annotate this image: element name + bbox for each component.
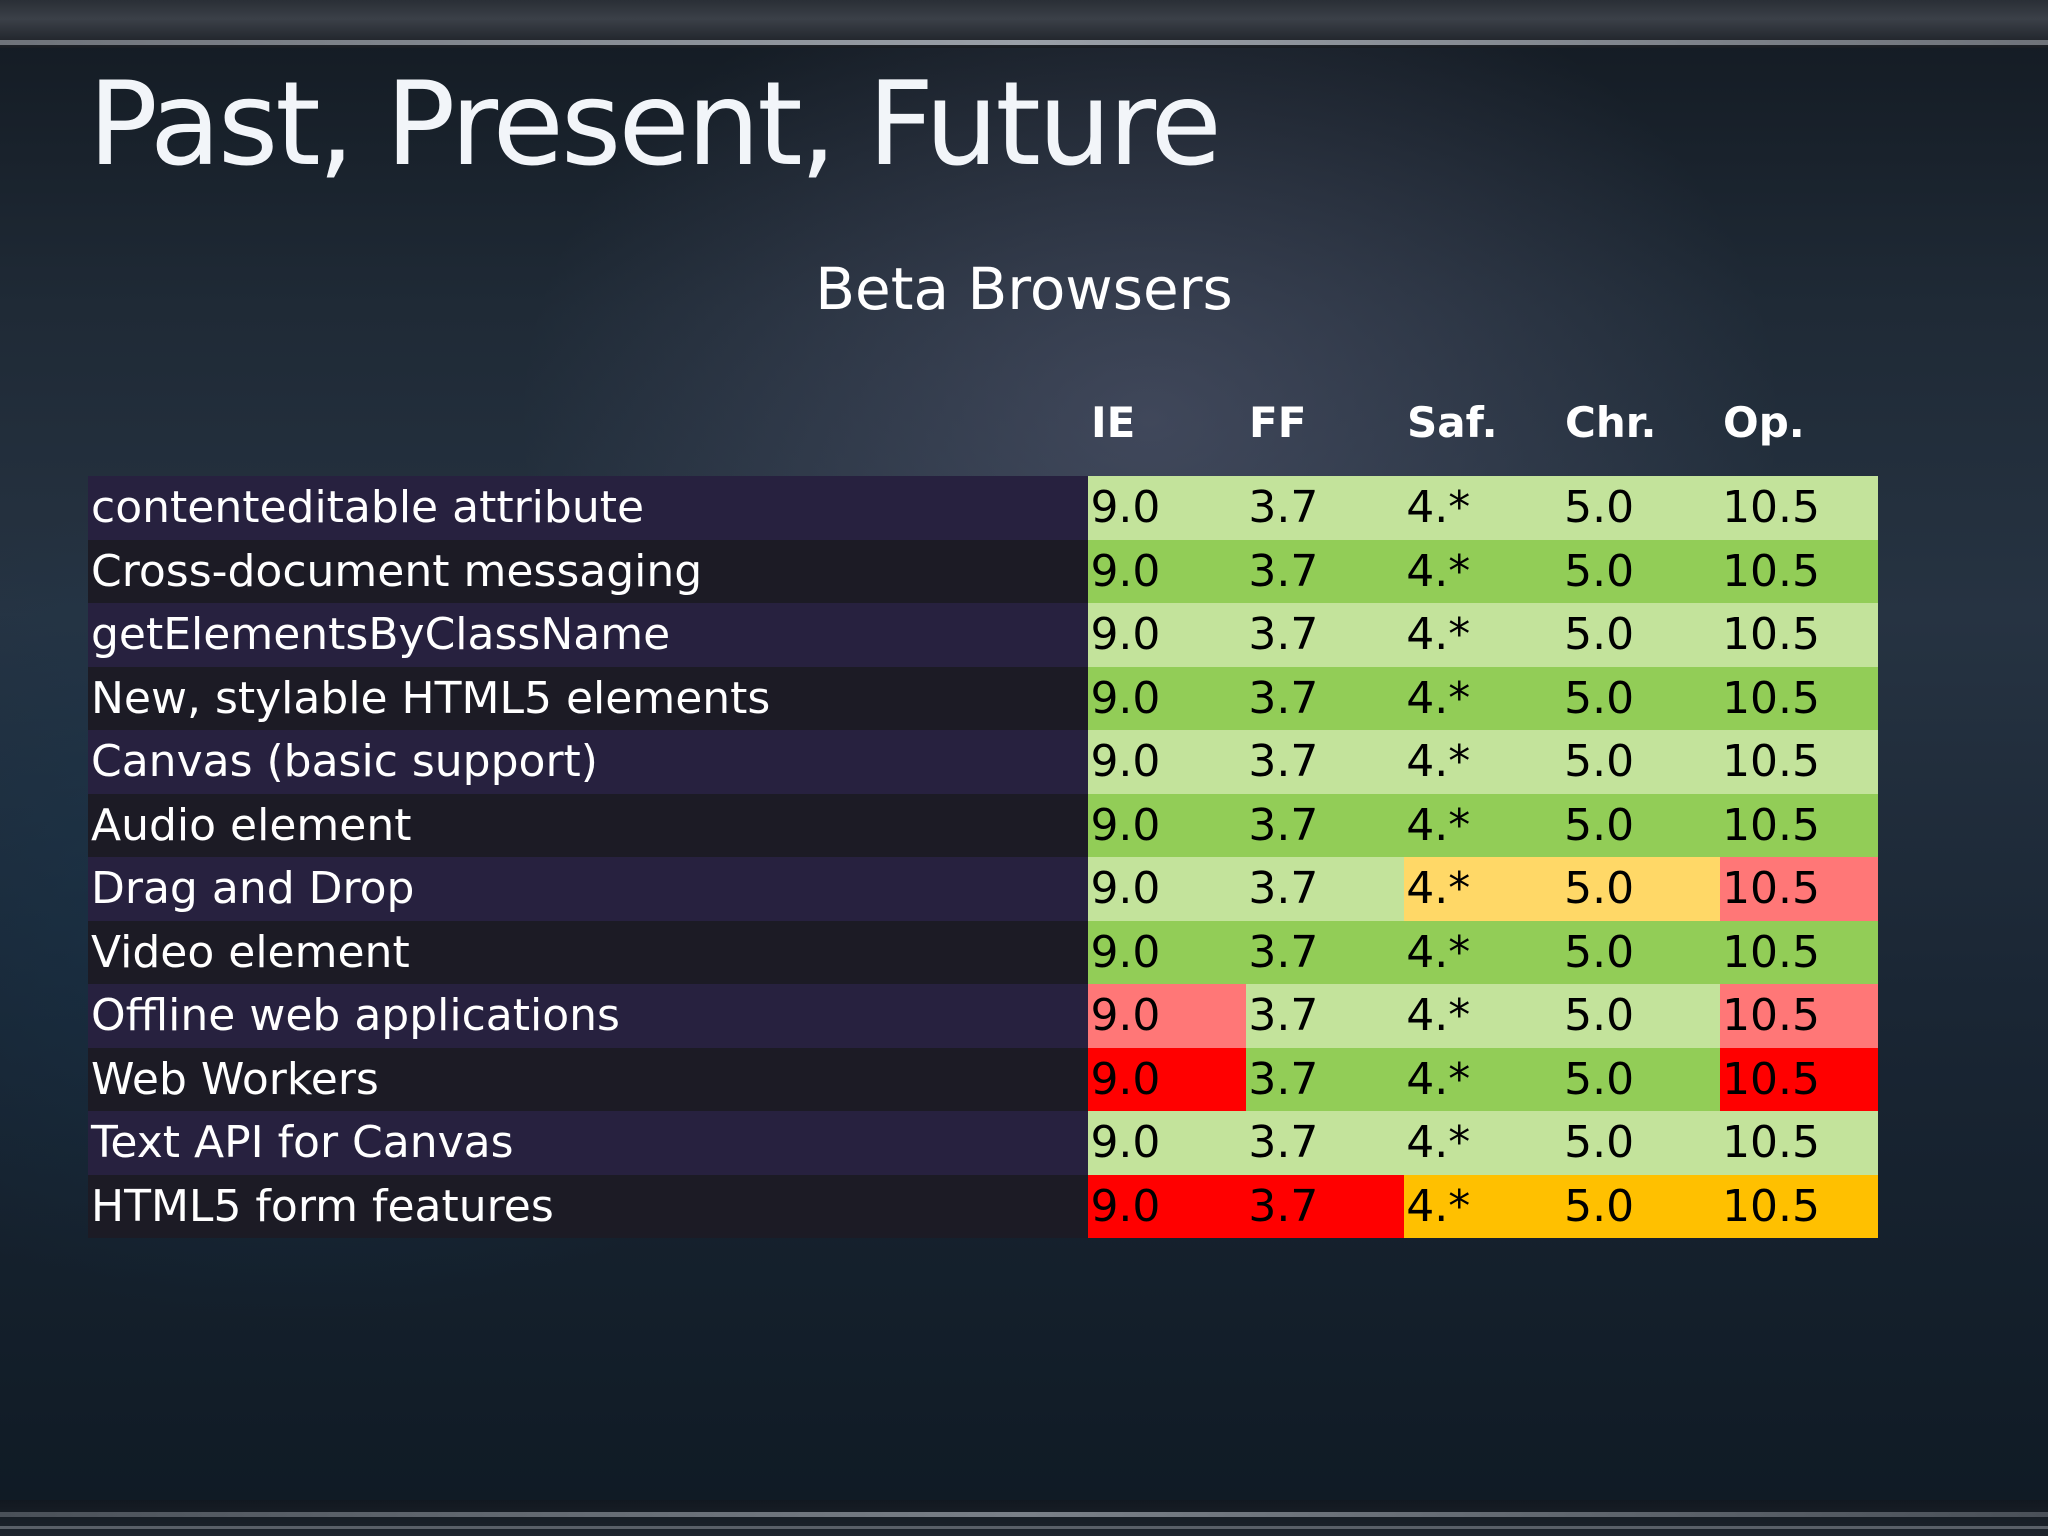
- feature-name-cell: Canvas (basic support): [88, 730, 1089, 794]
- version-cell-safari: 4.*: [1404, 730, 1563, 794]
- table-row: HTML5 form features 9.0 3.7 4.* 5.0 10.5: [88, 1174, 1878, 1238]
- version-cell-ie: 9.0: [1088, 730, 1247, 794]
- top-border-decoration: [0, 0, 2048, 48]
- version-cell-opera: 10.5: [1720, 984, 1878, 1048]
- version-cell-chrome: 5.0: [1562, 1111, 1721, 1175]
- version-cell-chrome: 5.0: [1562, 1047, 1721, 1111]
- version-cell-ff: 3.7: [1246, 539, 1405, 603]
- version-cell-ie: 9.0: [1088, 539, 1247, 603]
- feature-name-cell: HTML5 form features: [88, 1174, 1089, 1238]
- column-header-safari: Saf.: [1407, 398, 1498, 447]
- version-cell-opera: 10.5: [1720, 539, 1878, 603]
- version-cell-chrome: 5.0: [1562, 793, 1721, 857]
- version-cell-ie: 9.0: [1088, 793, 1247, 857]
- browser-support-table: contenteditable attribute 9.0 3.7 4.* 5.0 10.…: [88, 476, 1878, 1238]
- version-cell-chrome: 5.0: [1562, 603, 1721, 667]
- version-cell-safari: 4.*: [1404, 1174, 1563, 1238]
- version-cell-ff: 3.7: [1246, 666, 1405, 730]
- version-cell-opera: 10.5: [1720, 1047, 1878, 1111]
- feature-name-cell: Drag and Drop: [88, 857, 1089, 921]
- version-cell-ie: 9.0: [1088, 1047, 1247, 1111]
- version-cell-opera: 10.5: [1720, 1174, 1878, 1238]
- version-cell-safari: 4.*: [1404, 920, 1563, 984]
- version-cell-ie: 9.0: [1088, 920, 1247, 984]
- version-cell-opera: 10.5: [1720, 920, 1878, 984]
- table-row: Drag and Drop 9.0 3.7 4.* 5.0 10.5: [88, 857, 1878, 921]
- version-cell-ie: 9.0: [1088, 984, 1247, 1048]
- table-row: New, stylable HTML5 elements 9.0 3.7 4.* 5.0…: [88, 666, 1878, 730]
- version-cell-safari: 4.*: [1404, 984, 1563, 1048]
- table-row: Cross-document messaging 9.0 3.7 4.* 5.0 10.5: [88, 539, 1878, 603]
- table-row: Text API for Canvas 9.0 3.7 4.* 5.0 10.5: [88, 1111, 1878, 1175]
- version-cell-chrome: 5.0: [1562, 666, 1721, 730]
- version-cell-ff: 3.7: [1246, 920, 1405, 984]
- feature-name-cell: Cross-document messaging: [88, 539, 1089, 603]
- version-cell-opera: 10.5: [1720, 793, 1878, 857]
- version-cell-ie: 9.0: [1088, 603, 1247, 667]
- feature-name-cell: Offline web applications: [88, 984, 1089, 1048]
- version-cell-safari: 4.*: [1404, 793, 1563, 857]
- version-cell-ff: 3.7: [1246, 730, 1405, 794]
- version-cell-chrome: 5.0: [1562, 476, 1721, 540]
- version-cell-ff: 3.7: [1246, 793, 1405, 857]
- column-header-ie: IE: [1091, 398, 1136, 447]
- feature-name-cell: Text API for Canvas: [88, 1111, 1089, 1175]
- version-cell-ie: 9.0: [1088, 1111, 1247, 1175]
- version-cell-ie: 9.0: [1088, 857, 1247, 921]
- feature-name-cell: contenteditable attribute: [88, 476, 1089, 540]
- version-cell-opera: 10.5: [1720, 1111, 1878, 1175]
- bottom-border-decoration: [0, 1500, 2048, 1536]
- version-cell-ff: 3.7: [1246, 1111, 1405, 1175]
- version-cell-safari: 4.*: [1404, 1111, 1563, 1175]
- table-row: Offline web applications 9.0 3.7 4.* 5.0 10.5: [88, 984, 1878, 1048]
- column-header-ff: FF: [1249, 398, 1307, 447]
- version-cell-ff: 3.7: [1246, 1174, 1405, 1238]
- version-cell-safari: 4.*: [1404, 603, 1563, 667]
- version-cell-chrome: 5.0: [1562, 920, 1721, 984]
- version-cell-ff: 3.7: [1246, 984, 1405, 1048]
- table-row: Audio element 9.0 3.7 4.* 5.0 10.5: [88, 793, 1878, 857]
- version-cell-safari: 4.*: [1404, 539, 1563, 603]
- slide-subtitle: Beta Browsers: [815, 255, 1233, 323]
- table-row: Canvas (basic support) 9.0 3.7 4.* 5.0 10.5: [88, 730, 1878, 794]
- version-cell-safari: 4.*: [1404, 857, 1563, 921]
- table-row: contenteditable attribute 9.0 3.7 4.* 5.0 10.…: [88, 476, 1878, 540]
- feature-name-cell: Audio element: [88, 793, 1089, 857]
- version-cell-chrome: 5.0: [1562, 539, 1721, 603]
- version-cell-opera: 10.5: [1720, 857, 1878, 921]
- version-cell-safari: 4.*: [1404, 476, 1563, 540]
- version-cell-chrome: 5.0: [1562, 1174, 1721, 1238]
- version-cell-safari: 4.*: [1404, 666, 1563, 730]
- version-cell-ff: 3.7: [1246, 1047, 1405, 1111]
- version-cell-opera: 10.5: [1720, 666, 1878, 730]
- table-row: Video element 9.0 3.7 4.* 5.0 10.5: [88, 920, 1878, 984]
- feature-name-cell: getElementsByClassName: [88, 603, 1089, 667]
- column-header-chrome: Chr.: [1565, 398, 1657, 447]
- column-header-opera: Op.: [1723, 398, 1805, 447]
- version-cell-ie: 9.0: [1088, 666, 1247, 730]
- version-cell-opera: 10.5: [1720, 730, 1878, 794]
- feature-name-cell: Video element: [88, 920, 1089, 984]
- version-cell-ff: 3.7: [1246, 603, 1405, 667]
- version-cell-opera: 10.5: [1720, 603, 1878, 667]
- version-cell-chrome: 5.0: [1562, 730, 1721, 794]
- feature-name-cell: New, stylable HTML5 elements: [88, 666, 1089, 730]
- feature-name-cell: Web Workers: [88, 1047, 1089, 1111]
- version-cell-ie: 9.0: [1088, 476, 1247, 540]
- slide-title: Past, Present, Future: [88, 57, 1222, 192]
- version-cell-chrome: 5.0: [1562, 984, 1721, 1048]
- table-row: Web Workers 9.0 3.7 4.* 5.0 10.5: [88, 1047, 1878, 1111]
- version-cell-ie: 9.0: [1088, 1174, 1247, 1238]
- version-cell-ff: 3.7: [1246, 476, 1405, 540]
- version-cell-opera: 10.5: [1720, 476, 1878, 540]
- version-cell-ff: 3.7: [1246, 857, 1405, 921]
- version-cell-safari: 4.*: [1404, 1047, 1563, 1111]
- version-cell-chrome: 5.0: [1562, 857, 1721, 921]
- table-row: getElementsByClassName 9.0 3.7 4.* 5.0 10.5: [88, 603, 1878, 667]
